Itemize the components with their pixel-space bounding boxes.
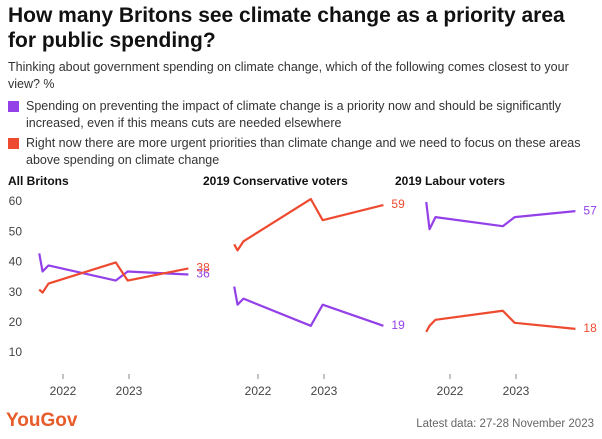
y-tick-label: 20 bbox=[9, 315, 23, 329]
legend-label: Right now there are more urgent prioriti… bbox=[26, 136, 581, 167]
series-line bbox=[425, 309, 576, 333]
series-line bbox=[233, 197, 384, 252]
legend-swatch bbox=[8, 101, 19, 112]
series-line bbox=[233, 286, 384, 327]
y-tick-label: 40 bbox=[9, 255, 23, 269]
y-tick-label: 50 bbox=[9, 224, 23, 238]
end-label: 38 bbox=[196, 261, 210, 275]
y-tick-label: 60 bbox=[9, 194, 23, 208]
legend-swatch bbox=[8, 138, 19, 149]
legend-item: Right now there are more urgent prioriti… bbox=[8, 135, 588, 169]
end-label: 36 bbox=[196, 267, 210, 281]
series-line bbox=[38, 253, 189, 282]
panel-title: All Britons bbox=[8, 174, 69, 188]
end-label: 19 bbox=[391, 318, 405, 332]
end-label: 57 bbox=[583, 203, 597, 217]
x-tick-label: 2023 bbox=[503, 384, 530, 398]
legend-item: Spending on preventing the impact of cli… bbox=[8, 98, 588, 132]
brand: YouGov bbox=[6, 410, 78, 431]
y-tick-label: 10 bbox=[9, 345, 23, 359]
title: How many Britons see climate change as a… bbox=[8, 4, 565, 52]
subtitle: Thinking about government spending on cl… bbox=[8, 60, 569, 91]
x-tick-label: 2022 bbox=[245, 384, 272, 398]
end-label: 18 bbox=[583, 321, 597, 335]
legend: Spending on preventing the impact of cli… bbox=[8, 98, 588, 172]
panel-title: 2019 Labour voters bbox=[395, 174, 505, 188]
panel-title: 2019 Conservative voters bbox=[203, 174, 348, 188]
x-tick-label: 2022 bbox=[50, 384, 77, 398]
x-tick-label: 2023 bbox=[311, 384, 338, 398]
note: Latest data: 27-28 November 2023 bbox=[416, 418, 594, 430]
series-line bbox=[425, 201, 576, 231]
x-tick-label: 2022 bbox=[437, 384, 464, 398]
legend-label: Spending on preventing the impact of cli… bbox=[26, 99, 562, 130]
y-tick-label: 30 bbox=[9, 285, 23, 299]
end-label: 59 bbox=[391, 197, 405, 211]
series-line bbox=[38, 261, 189, 294]
x-tick-label: 2023 bbox=[116, 384, 143, 398]
